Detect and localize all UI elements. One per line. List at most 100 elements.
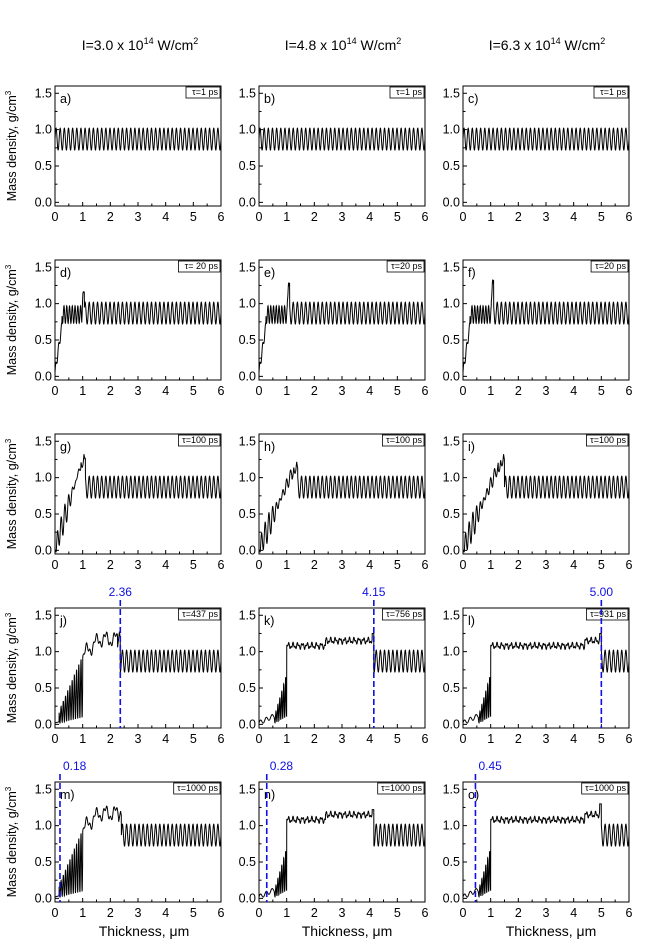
y-tick-label: 1.5: [35, 608, 52, 622]
x-tick-label: 2: [515, 384, 522, 398]
tau-label: τ=100 ps: [590, 435, 626, 445]
panel-f: 0 1 2 3 4 5 6 0.0 0.5 1.0 1.5 f) τ=20 ps: [443, 259, 633, 398]
x-tick-label: 2: [107, 384, 114, 398]
panel-label: j): [59, 614, 67, 628]
x-tick-label: 5: [394, 384, 401, 398]
y-tick-label: 1.5: [239, 260, 256, 274]
density-curve: [55, 290, 221, 373]
density-curve: [259, 632, 425, 724]
y-tick-label: 1.5: [35, 782, 52, 796]
density-curve: [55, 631, 221, 725]
x-tick-label: 6: [422, 906, 429, 920]
x-tick-label: 4: [366, 558, 373, 572]
panel-b: 0 1 2 3 4 5 6 0.0 0.5 1.0 1.5 b) τ=1 ps: [239, 85, 429, 224]
x-tick-label: 0: [52, 732, 59, 746]
x-tick-label: 2: [515, 210, 522, 224]
y-tick-label: 1.0: [443, 297, 460, 311]
x-tick-label: 1: [283, 732, 290, 746]
panel-label: n): [264, 788, 275, 802]
y-axis-title: Mass density, g/cm3: [4, 438, 19, 549]
x-tick-label: 0: [460, 732, 467, 746]
x-tick-label: 2: [107, 558, 114, 572]
x-tick-label: 3: [543, 558, 550, 572]
tau-label: τ=1 ps: [192, 87, 218, 97]
panel-label: k): [264, 614, 274, 628]
x-tick-label: 5: [598, 906, 605, 920]
x-tick-label: 2: [311, 906, 318, 920]
x-tick-label: 6: [626, 210, 633, 224]
x-tick-label: 6: [626, 906, 633, 920]
y-tick-label: 1.5: [443, 434, 460, 448]
x-tick-label: 4: [366, 906, 373, 920]
panel-h: 0 1 2 3 4 5 6 0.0 0.5 1.0 1.5 h) τ=100 ps: [239, 433, 429, 572]
tau-box: [381, 608, 425, 621]
y-tick-label: 0.5: [239, 507, 256, 521]
x-tick-label: 1: [283, 384, 290, 398]
tau-box: [177, 434, 221, 447]
x-tick-label: 3: [339, 906, 346, 920]
y-axis-title: Mass density, g/cm3: [4, 90, 19, 201]
tau-label: τ=20 ps: [595, 261, 626, 271]
y-tick-label: 1.0: [239, 645, 256, 659]
tau-box: [590, 260, 629, 273]
x-tick-label: 6: [422, 384, 429, 398]
y-tick-label: 0.5: [239, 855, 256, 869]
panel-label: b): [264, 92, 275, 106]
panel-d: 0 1 2 3 4 5 6 0.0 0.5 1.0 1.5 d) τ= 20 ps: [35, 259, 225, 398]
y-tick-label: 0.0: [35, 717, 52, 731]
y-tick-label: 0.5: [443, 681, 460, 695]
panel-label: e): [264, 266, 275, 280]
x-tick-label: 1: [79, 384, 86, 398]
x-tick-label: 3: [543, 210, 550, 224]
x-tick-label: 6: [218, 384, 225, 398]
y-tick-label: 0.0: [239, 543, 256, 557]
tau-label: τ=1000 ps: [585, 783, 626, 793]
y-axis-title: Mass density, g/cm3: [4, 612, 19, 723]
x-tick-label: 4: [162, 384, 169, 398]
density-curve: [259, 127, 425, 151]
x-tick-label: 3: [339, 558, 346, 572]
density-curve: [259, 281, 425, 373]
y-tick-label: 0.5: [35, 333, 52, 347]
tau-label: τ=1 ps: [600, 87, 626, 97]
tau-label: τ=437 ps: [182, 609, 218, 619]
y-tick-label: 0.0: [35, 369, 52, 383]
y-tick-label: 1.5: [35, 434, 52, 448]
front-marker-label: 4.15: [362, 585, 386, 599]
x-tick-label: 2: [515, 732, 522, 746]
x-tick-label: 5: [190, 732, 197, 746]
y-tick-label: 1.0: [35, 123, 52, 137]
x-tick-label: 6: [626, 384, 633, 398]
y-tick-label: 1.0: [443, 645, 460, 659]
y-tick-label: 0.0: [35, 891, 52, 905]
x-tick-label: 6: [218, 732, 225, 746]
y-tick-label: 0.5: [239, 159, 256, 173]
tau-box: [586, 434, 629, 447]
x-tick-label: 6: [422, 732, 429, 746]
density-curve: [55, 805, 221, 899]
x-tick-label: 3: [543, 384, 550, 398]
y-axis-title: Mass density, g/cm3: [4, 786, 19, 897]
panel-l: 0 1 2 3 4 5 6 0.0 0.5 1.0 1.5 l) τ=931 ps 5.00: [443, 585, 633, 746]
y-tick-label: 1.0: [35, 819, 52, 833]
density-curve: [259, 461, 425, 553]
x-tick-label: 0: [256, 558, 263, 572]
y-tick-label: 0.0: [443, 717, 460, 731]
y-tick-label: 0.0: [443, 369, 460, 383]
density-curve: [259, 809, 425, 898]
x-tick-label: 4: [570, 558, 577, 572]
x-axis-title: Thickness, μm: [99, 923, 190, 939]
x-tick-label: 1: [487, 906, 494, 920]
panel-label: h): [264, 440, 275, 454]
panel-n: 0 1 2 3 4 5 6 0.0 0.5 1.0 1.5 n) τ=1000 ps 0.28: [239, 759, 429, 920]
x-tick-label: 1: [283, 558, 290, 572]
panel-label: a): [60, 92, 71, 106]
panel-label: l): [468, 614, 475, 628]
x-tick-label: 6: [626, 558, 633, 572]
x-tick-label: 0: [52, 210, 59, 224]
x-tick-label: 5: [190, 906, 197, 920]
x-tick-label: 2: [311, 210, 318, 224]
y-tick-label: 0.0: [239, 717, 256, 731]
x-tick-label: 0: [256, 732, 263, 746]
x-tick-label: 1: [79, 906, 86, 920]
